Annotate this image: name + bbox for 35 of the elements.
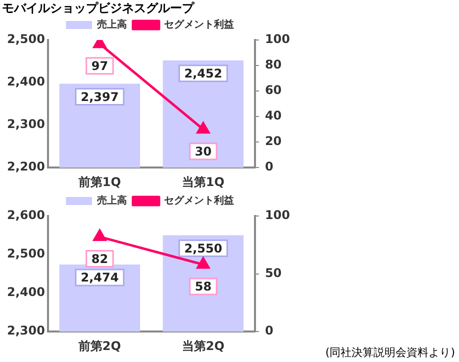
y2-tick-label: 100 xyxy=(264,32,290,46)
legend-label: 売上高 xyxy=(97,18,127,31)
chart-title: モバイルショップビジネスグループ xyxy=(2,0,194,17)
data-label: 58 xyxy=(194,280,212,294)
x-tick-label: 当第2Q xyxy=(182,338,224,353)
data-label: 2,474 xyxy=(80,270,119,285)
text: (同社決算説明会資料より) xyxy=(325,345,455,360)
x-tick-label: 当第1Q xyxy=(182,174,224,189)
x-tick-label: 前第1Q xyxy=(77,174,121,189)
y2-tick-label: 0 xyxy=(264,160,274,174)
data-label: 30 xyxy=(194,144,212,158)
y-tick-label: 2,300 xyxy=(6,117,45,132)
data-label: 2,452 xyxy=(184,66,222,81)
y-tick-label: 2,500 xyxy=(6,32,45,46)
y-tick-label: 2,300 xyxy=(6,324,45,338)
y2-tick-label: 80 xyxy=(264,58,282,72)
y-tick-label: 2,400 xyxy=(6,285,45,300)
y2-tick-label: 20 xyxy=(264,134,282,148)
y2-tick-label: 40 xyxy=(264,108,282,123)
y-tick-label: 2,600 xyxy=(6,208,45,222)
data-label: 97 xyxy=(91,58,108,73)
y-tick-label: 2,500 xyxy=(6,246,45,261)
x-tick-label: 前第2Q xyxy=(77,338,121,353)
y2-tick-label: 50 xyxy=(264,266,282,280)
data-label: 2,397 xyxy=(80,90,119,104)
legend-label: 売上高 xyxy=(97,194,127,207)
y2-tick-label: 60 xyxy=(264,83,282,98)
legend-label: セグメント利益 xyxy=(164,194,234,207)
y2-tick-label: 100 xyxy=(264,208,290,222)
y-tick-label: 2,200 xyxy=(6,160,45,174)
y-tick-label: 2,400 xyxy=(6,74,45,89)
data-label: 82 xyxy=(91,252,108,266)
legend-label: セグメント利益 xyxy=(164,18,234,31)
y2-tick-label: 0 xyxy=(264,324,274,338)
data-label: 2,550 xyxy=(184,241,222,256)
